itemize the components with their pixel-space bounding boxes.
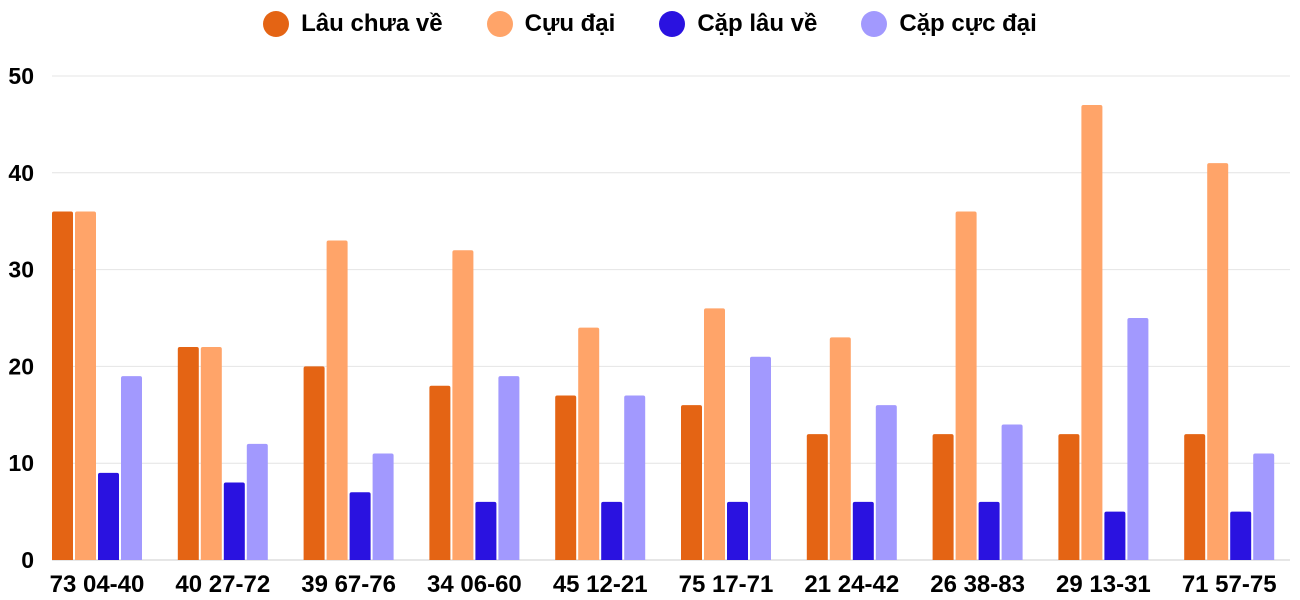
- y-tick-label: 0: [21, 547, 34, 573]
- bar-cựu-đại: [75, 211, 96, 560]
- y-tick-label: 50: [8, 63, 34, 89]
- legend-dot-icon: [659, 11, 686, 37]
- bar-cặp-cực-đại: [1127, 318, 1149, 560]
- x-tick-label: 40 27-72: [175, 571, 270, 598]
- bar-lâu-chưa-về: [932, 434, 954, 560]
- bar-cặp-cực-đại: [1001, 424, 1023, 560]
- bar-cặp-lâu-về: [727, 501, 748, 560]
- bar-cặp-cực-đại: [498, 376, 520, 560]
- y-axis: 0 10 20 30 40 50: [8, 63, 34, 573]
- bar-cặp-cực-đại: [121, 376, 142, 560]
- legend-item[interactable]: Cặp lâu về: [659, 10, 817, 38]
- x-tick-label: 73 04-40: [50, 571, 145, 598]
- bar-cặp-lâu-về: [978, 501, 1000, 560]
- x-tick-label: 29 13-31: [1056, 571, 1151, 598]
- bar-cặp-cực-đại: [1253, 453, 1275, 560]
- legend-item[interactable]: Cựu đại: [486, 10, 616, 38]
- bar-lâu-chưa-về: [681, 405, 702, 560]
- legend-label: Lâu chưa về: [301, 10, 443, 37]
- x-tick-label: 26 38-83: [930, 571, 1025, 598]
- bar-cặp-lâu-về: [223, 482, 245, 560]
- bar-cặp-lâu-về: [852, 501, 874, 560]
- legend-dot-icon: [861, 11, 888, 37]
- bar-cặp-cực-đại: [372, 453, 394, 560]
- bar-cặp-cực-đại: [246, 443, 268, 560]
- legend: Lâu chưa về Cựu đại Cặp lâu về Cặp cực đại: [0, 10, 1300, 38]
- legend-dot-icon: [486, 11, 513, 37]
- x-axis: 73 04-40 40 27-72 39 67-76 34 06-60 45 12-21…: [50, 571, 1277, 598]
- bar-lâu-chưa-về: [429, 385, 451, 560]
- legend-label: Cặp lâu về: [697, 10, 818, 37]
- bar-cựu-đại: [1207, 163, 1229, 560]
- bar-lâu-chưa-về: [303, 366, 325, 560]
- bar-cựu-đại: [200, 347, 222, 560]
- bar-lâu-chưa-về: [1184, 434, 1206, 560]
- y-tick-label: 30: [8, 257, 34, 283]
- bar-cặp-cực-đại: [750, 356, 771, 560]
- y-tick-label: 40: [8, 160, 34, 186]
- bar-cựu-đại: [955, 211, 977, 560]
- legend-label: Cặp cực đại: [899, 10, 1037, 37]
- y-tick-label: 20: [8, 353, 34, 379]
- bar-cựu-đại: [1081, 105, 1103, 560]
- bar-cựu-đại: [452, 250, 474, 561]
- bar-lâu-chưa-về: [1058, 434, 1080, 560]
- x-tick-label: 45 12-21: [553, 571, 648, 598]
- legend-label: Cựu đại: [524, 10, 616, 37]
- bar-cặp-cực-đại: [875, 405, 897, 560]
- bar-lâu-chưa-về: [555, 395, 577, 560]
- bar-cặp-lâu-về: [349, 492, 371, 560]
- y-tick-label: 10: [8, 450, 34, 476]
- bar-cựu-đại: [829, 337, 851, 560]
- x-tick-label: 71 57-75: [1182, 571, 1277, 598]
- legend-item[interactable]: Lâu chưa về: [263, 10, 443, 38]
- legend-item[interactable]: Cặp cực đại: [861, 10, 1037, 38]
- bar-cặp-lâu-về: [98, 472, 119, 560]
- bar-lâu-chưa-về: [177, 347, 199, 560]
- legend-dot-icon: [263, 11, 290, 37]
- bar-cặp-lâu-về: [475, 501, 497, 560]
- bar-cặp-lâu-về: [1104, 511, 1126, 560]
- bars: [52, 105, 1275, 561]
- bar-cặp-cực-đại: [624, 395, 646, 560]
- x-tick-label: 34 06-60: [427, 571, 522, 598]
- x-tick-label: 75 17-71: [679, 571, 774, 598]
- bar-cựu-đại: [326, 240, 348, 560]
- bar-cặp-lâu-về: [601, 501, 623, 560]
- x-tick-label: 39 67-76: [301, 571, 396, 598]
- bar-cựu-đại: [704, 308, 725, 560]
- bar-lâu-chưa-về: [52, 211, 73, 560]
- bar-lâu-chưa-về: [806, 434, 828, 560]
- bar-cựu-đại: [578, 327, 600, 560]
- bar-cặp-lâu-về: [1230, 511, 1252, 560]
- x-tick-label: 21 24-42: [804, 571, 899, 598]
